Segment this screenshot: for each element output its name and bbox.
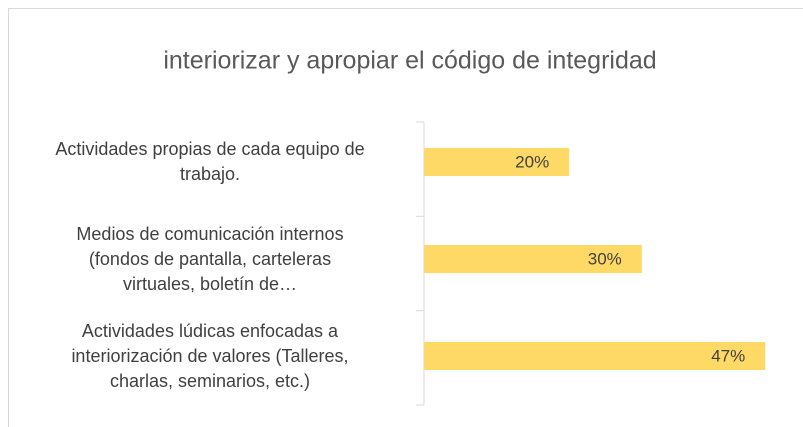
bar	[424, 148, 570, 176]
chart-title: interiorizar y apropiar el código de int…	[163, 47, 656, 75]
bar	[424, 245, 642, 273]
category-label: Actividades propias de cada equipo de tr…	[55, 139, 365, 184]
category-label: Medios de comunicación internos (fondos …	[76, 223, 344, 294]
data-label: 20%	[515, 152, 549, 171]
category-label: Actividades lúdicas enfocadas a interior…	[71, 320, 349, 391]
data-label: 47%	[711, 346, 745, 365]
chart-frame	[8, 8, 803, 427]
data-label: 30%	[588, 249, 622, 268]
bar	[424, 342, 766, 370]
